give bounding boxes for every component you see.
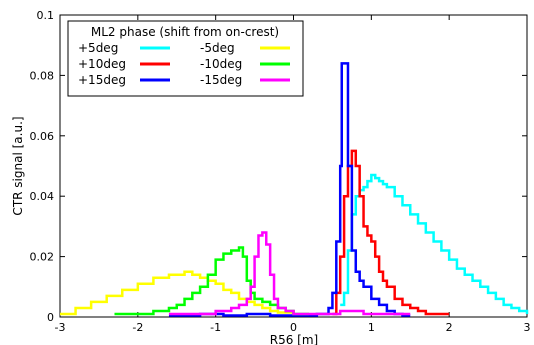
series-layer [60,62,529,317]
legend-label: -15deg [200,73,242,87]
x-tick-label: 3 [524,321,531,334]
x-tick-label: -1 [210,321,221,334]
legend: ML2 phase (shift from on-crest) +5deg +10… [67,20,304,97]
x-tick-label: -3 [55,321,66,334]
y-tick-label: 0.04 [30,190,55,203]
x-tick-label: -2 [132,321,143,334]
legend-label: +10deg [78,57,126,71]
legend-label: -5deg [200,41,235,55]
legend-label: +5deg [78,41,118,55]
y-tick-label: 0.08 [30,69,55,82]
legend-box [67,20,304,97]
y-tick-label: 0.02 [30,251,55,264]
x-axis-label: R56 [m] [270,333,318,345]
axis-ticks: -3 -2 -1 0 1 2 3 0 0.02 0.04 0.06 0.08 0.1 [30,9,531,334]
y-tick-label: 0 [47,311,54,324]
legend-title: ML2 phase (shift from on-crest) [91,25,279,39]
series-line--10deg [114,246,310,316]
y-tick-label: 0.06 [30,130,55,143]
legend-label: +15deg [78,73,126,87]
legend-entries: +5deg +10deg +15deg -5deg -10deg -15deg [78,41,290,87]
y-axis-label: CTR signal [a.u.] [11,116,25,215]
legend-label: -10deg [200,57,242,71]
x-tick-label: 0 [290,321,297,334]
series-line--15deg [168,231,411,316]
y-tick-label: 0.1 [37,9,55,22]
series-line--15deg [168,62,411,317]
series-line--5deg [340,173,529,314]
x-tick-label: 1 [368,321,375,334]
series-line--10deg [332,149,450,316]
x-tick-label: 2 [446,321,453,334]
